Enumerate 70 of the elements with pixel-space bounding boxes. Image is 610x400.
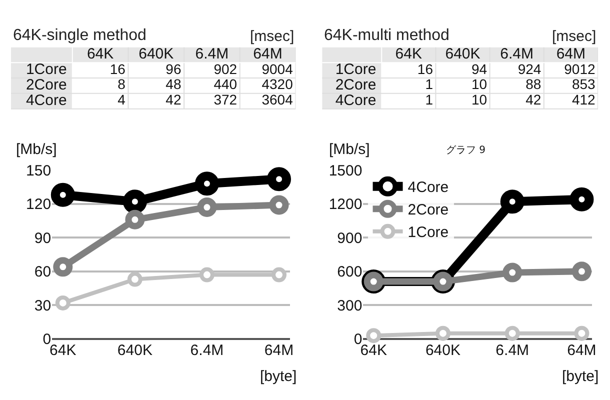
y-tick-label: 1Core: [335, 61, 376, 78]
data-label: 853: [572, 76, 596, 92]
y-tick-label: 30: [34, 297, 52, 314]
chart-title: 64K-multi method: [324, 27, 450, 44]
y-axis-title: [Mb/s]: [329, 141, 370, 158]
text: [msec]: [250, 28, 294, 45]
x-tick-label: 64M: [556, 46, 586, 63]
data-label: 42: [526, 92, 542, 108]
data-label: 902: [214, 60, 238, 77]
x-tick-label: 640K: [138, 46, 174, 63]
x-tick-label: 6.4M: [500, 46, 534, 63]
y-tick-label: 4Core: [335, 92, 376, 109]
y-tick-label: 90: [34, 230, 52, 247]
data-label: 48: [166, 76, 182, 92]
chart-title: 64K-single method: [13, 27, 146, 44]
y-tick-label: 1Core: [26, 61, 67, 78]
y-tick-label: 120: [26, 196, 52, 214]
y-axis-title: [Mb/s]: [16, 141, 57, 158]
x-tick-label: 64K: [50, 342, 76, 359]
data-label: 88: [526, 76, 542, 92]
y-tick-label: 1500: [328, 162, 362, 180]
y-tick-label: 900: [337, 230, 362, 247]
data-label: 924: [518, 60, 542, 77]
legend-label: 1Core: [408, 224, 449, 242]
data-label: 1: [425, 92, 434, 108]
y-tick-label: 150: [26, 162, 52, 180]
x-tick-label: 640K: [445, 46, 480, 63]
data-label: 9012: [564, 60, 596, 77]
x-tick-label: 64K: [395, 46, 422, 63]
y-tick-label: 600: [337, 264, 362, 281]
data-label: 372: [214, 92, 238, 108]
y-tick-label: 0: [354, 331, 362, 348]
data-label: 440: [214, 76, 238, 92]
x-tick-label: 6.4M: [195, 46, 229, 63]
x-tick-label: 64M: [264, 342, 294, 359]
x-tick-label: 64K: [86, 46, 114, 63]
data-label: 1: [425, 76, 434, 92]
x-tick-label: 6.4M: [190, 342, 224, 359]
data-label: 4320: [262, 76, 294, 92]
y-tick-label: 0: [42, 331, 52, 348]
x-tick-label: 64K: [360, 342, 387, 359]
x-tick-label: 6.4M: [496, 342, 530, 359]
y-tick-label: 4Core: [26, 92, 67, 109]
y-tick-label: 1200: [328, 196, 362, 214]
x-tick-label: 640K: [425, 342, 461, 359]
y-tick-label: 2Core: [26, 76, 67, 94]
data-label: 42: [166, 92, 182, 108]
x-axis-title: [byte]: [562, 368, 599, 385]
data-label: 3604: [262, 92, 294, 108]
legend-label: 2Core: [408, 202, 449, 219]
y-tick-label: 60: [34, 264, 52, 281]
data-label: 412: [572, 92, 596, 108]
data-label: 94: [472, 60, 488, 77]
data-label: 9004: [262, 60, 294, 77]
data-label: 16: [110, 60, 126, 77]
legend-label: 4Core: [408, 179, 449, 196]
data-label: 10: [472, 76, 488, 92]
x-axis-title: [byte]: [260, 368, 297, 385]
data-label: 96: [166, 60, 182, 77]
text: [msec]: [552, 28, 596, 45]
data-label: 16: [417, 60, 434, 77]
data-label: 4: [118, 92, 126, 108]
data-label: 10: [472, 92, 488, 108]
x-tick-label: 64M: [253, 46, 282, 63]
data-label: 8: [118, 76, 126, 92]
x-tick-label: 640K: [117, 342, 152, 359]
x-tick-label: 64M: [567, 342, 596, 359]
y-tick-label: 2Core: [335, 76, 376, 94]
chart-title: グラフ 9: [446, 145, 486, 156]
y-tick-label: 300: [337, 297, 362, 314]
